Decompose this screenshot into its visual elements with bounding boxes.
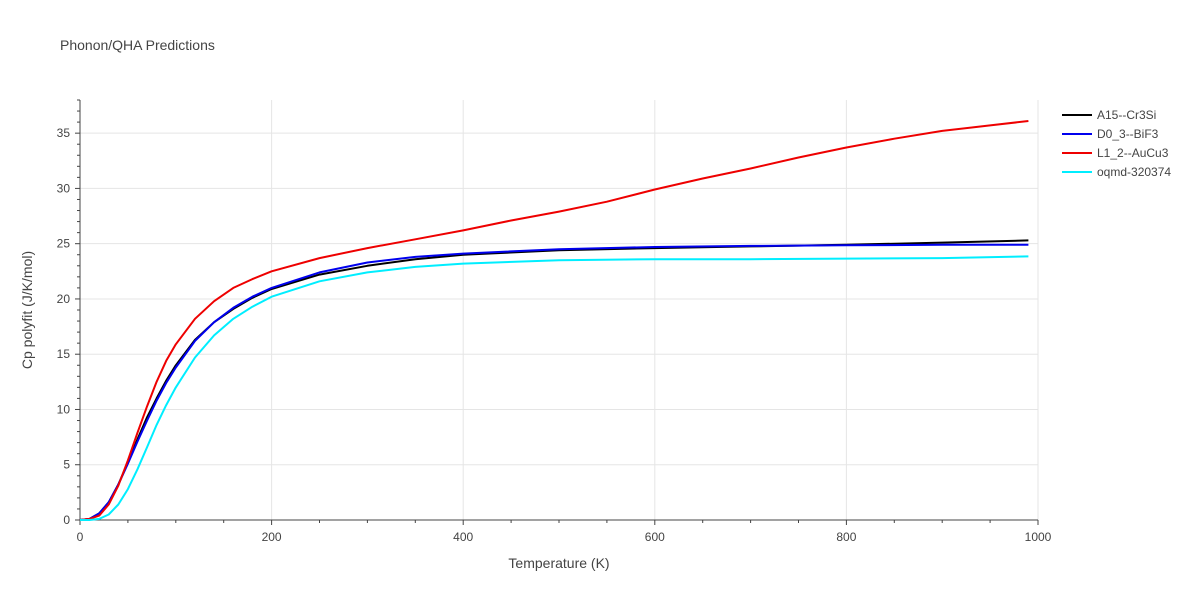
y-axis-title: Cp polyfit (J/K/mol) [19,251,35,369]
series-line-0 [79,239,1029,521]
y-tick-label: 5 [63,458,70,472]
y-tick-label: 10 [57,402,71,416]
y-tick-label: 15 [57,347,71,361]
legend-label: D0_3--BiF3 [1097,127,1159,141]
legend-label: L1_2--AuCu3 [1097,146,1169,160]
grid [80,100,1039,520]
x-tick-label: 400 [453,530,473,544]
x-axis-title: Temperature (K) [508,555,609,571]
x-tick-label: 600 [645,530,665,544]
series-line-2 [79,120,1029,521]
y-tick-label: 20 [57,292,71,306]
series-lines [79,120,1029,521]
tick-labels: 0 200 400 600 800 1000 0 5 10 15 20 25 30 35 [57,99,1052,544]
axes [79,100,1038,521]
series-line-1 [79,243,1029,521]
y-tick-label: 35 [57,126,71,140]
x-tick-label: 200 [262,530,282,544]
legend: A15--Cr3Si D0_3--BiF3 L1_2--AuCu3 oqmd-3203… [1062,108,1171,179]
x-tick-label: 800 [836,530,856,544]
series-line-3 [80,255,1029,521]
legend-label: oqmd-320374 [1097,165,1171,179]
x-tick-label: 0 [77,530,84,544]
y-tick-label: 30 [57,181,71,195]
x-tick-label: 1000 [1025,530,1052,544]
y-tick-label: 25 [57,237,71,251]
legend-label: A15--Cr3Si [1097,108,1156,122]
y-tick-label: 0 [63,513,70,527]
chart-title: Phonon/QHA Predictions [60,37,215,53]
